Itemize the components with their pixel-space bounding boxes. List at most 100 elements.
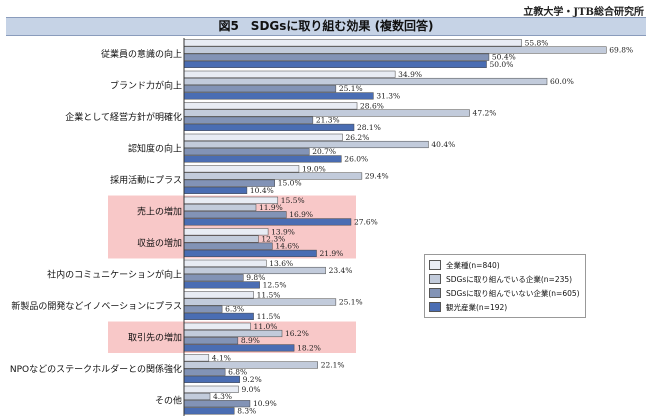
bar (183, 39, 522, 47)
data-label: 15.0% (278, 179, 302, 188)
bar (183, 60, 487, 68)
legend-swatch (429, 260, 441, 270)
data-label: 10.4% (250, 186, 274, 195)
data-label: 13.9% (271, 227, 295, 236)
data-label: 21.3% (316, 116, 340, 125)
bar (183, 140, 429, 149)
bar (183, 102, 358, 110)
data-label: 8.9% (241, 336, 260, 345)
legend-label: 観光産業(n=192) (446, 302, 508, 312)
bar (183, 322, 251, 330)
bar (183, 186, 248, 194)
data-label: 18.2% (297, 343, 321, 352)
legend-item: SDGsに取り組んでいる企業(n=235) (429, 272, 581, 286)
data-label: 6.8% (228, 368, 247, 377)
legend-label: SDGsに取り組んでいる企業(n=235) (446, 274, 573, 284)
bar (183, 85, 337, 93)
data-label: 9.8% (246, 273, 265, 282)
data-label: 28.6% (360, 101, 384, 110)
data-label: 26.2% (346, 133, 370, 142)
data-label: 14.6% (275, 242, 299, 251)
bar (183, 211, 287, 219)
bar (183, 165, 300, 173)
legend: 全業種(n=840) SDGsに取り組んでいる企業(n=235) SDGsに取り組ん… (424, 254, 586, 318)
data-label: 34.9% (398, 70, 422, 79)
category-label: 取引先の増加 (128, 331, 182, 343)
bar (183, 305, 223, 313)
legend-swatch (429, 274, 441, 284)
bar (183, 274, 244, 282)
source-credit: 立教大学・JTB総合研究所 (523, 7, 644, 18)
data-label: 50.0% (490, 60, 514, 69)
bar (183, 116, 314, 124)
category-label: 採用活動にプラス (110, 174, 182, 186)
data-label: 12.5% (263, 280, 287, 289)
legend-item: 全業種(n=840) (429, 258, 581, 272)
data-label: 12.3% (261, 235, 285, 244)
bar (183, 407, 235, 415)
data-label: 4.3% (213, 392, 232, 401)
data-label: 9.0% (241, 385, 260, 394)
data-label: 23.4% (329, 266, 353, 275)
data-label: 11.5% (257, 312, 281, 321)
legend-swatch (429, 302, 441, 312)
data-label: 13.6% (269, 259, 293, 268)
bar (183, 281, 260, 289)
data-label: 21.9% (319, 249, 343, 258)
bar (183, 53, 490, 61)
bar (183, 392, 211, 401)
data-label: 47.2% (473, 109, 497, 118)
bar (183, 228, 269, 236)
data-label: 28.1% (357, 123, 381, 132)
category-label: 認知度の向上 (128, 142, 182, 154)
bar (183, 123, 355, 131)
bar (183, 172, 363, 180)
bar (183, 354, 210, 362)
data-label: 16.9% (289, 210, 313, 219)
bar (183, 46, 607, 54)
category-label: 従業員の意識の向上 (101, 48, 182, 60)
category-label: NPOなどのステークホルダーとの関係強化 (10, 363, 182, 375)
data-label: 11.5% (257, 290, 281, 299)
bar (183, 249, 317, 257)
bar (183, 344, 295, 352)
data-label: 26.0% (344, 154, 368, 163)
data-label: 25.1% (339, 298, 363, 307)
data-label: 4.1% (212, 353, 231, 362)
data-label: 11.0% (254, 322, 278, 331)
data-label: 10.9% (253, 399, 277, 408)
category-label: 新製品の開発などイノベーションにプラス (11, 300, 182, 312)
bar (183, 361, 318, 369)
data-label: 69.8% (609, 46, 633, 55)
bar (183, 368, 226, 376)
category-label: 企業として経営方針が明確化 (65, 111, 182, 123)
data-label: 25.1% (339, 84, 363, 93)
bar (183, 203, 257, 212)
category-label: 収益の増加 (137, 237, 182, 249)
bar (183, 329, 283, 338)
bar (183, 218, 352, 226)
data-label: 60.0% (550, 77, 574, 86)
data-label: 8.3% (237, 406, 256, 415)
legend-item: SDGsに取り組んでいない企業(n=605) (429, 286, 581, 300)
category-label: 売上の増加 (137, 205, 182, 217)
data-label: 20.7% (312, 147, 336, 156)
bar (183, 375, 240, 383)
category-label: その他 (155, 394, 182, 406)
data-label: 6.3% (225, 305, 244, 314)
bar (183, 242, 273, 250)
data-label: 31.3% (376, 91, 400, 100)
category-label: 社内のコミュニケーションが向上 (47, 268, 182, 280)
data-label: 50.4% (492, 53, 516, 62)
data-label: 9.2% (243, 375, 262, 384)
legend-label: 全業種(n=840) (446, 260, 500, 270)
data-label: 55.8% (525, 38, 549, 47)
category-label: ブランド力が向上 (110, 79, 182, 91)
bar (183, 148, 310, 156)
data-label: 22.1% (321, 361, 345, 370)
data-label: 19.0% (302, 164, 326, 173)
data-label: 15.5% (281, 196, 305, 205)
legend-swatch (429, 288, 441, 298)
bar (183, 77, 548, 86)
